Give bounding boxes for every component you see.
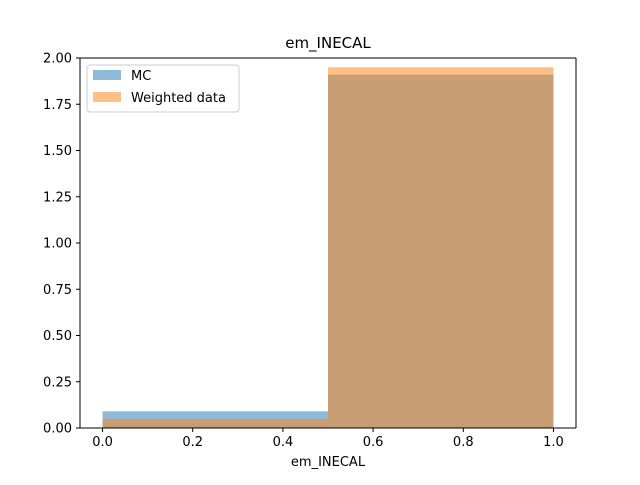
legend-label-mc: MC [131,69,151,84]
x-tick-label: 0.6 [363,435,384,450]
x-tick-label: 0.8 [453,435,474,450]
bars-layer [102,67,554,429]
legend-box [86,64,240,113]
x-axis-ticks: 0.0 0.2 0.4 0.6 0.8 1.0 [92,428,564,450]
y-tick-label: 1.00 [43,237,72,252]
y-tick-label: 1.50 [43,144,72,159]
y-tick-label: 2.00 [43,52,72,67]
x-tick-label: 0.2 [182,435,203,450]
y-tick-label: 0.25 [43,375,72,390]
weighted-data-bar-1 [328,67,554,428]
legend-swatch-weighted-data [93,92,121,102]
x-axis-label: em_INECAL [291,455,366,470]
y-tick-label: 1.25 [43,190,72,205]
y-tick-label: 0.75 [43,283,72,298]
legend-label-weighted-data: Weighted data [131,91,226,106]
axes-frame [79,57,577,429]
legend: MC Weighted data [86,64,240,113]
legend-swatch-mc [93,70,121,80]
x-tick-label: 0.0 [92,435,113,450]
x-tick-label: 1.0 [543,435,564,450]
chart-title: em_INECAL [285,34,371,53]
weighted-data-bar-0 [102,418,328,428]
x-tick-label: 0.4 [273,435,294,450]
y-tick-label: 1.75 [43,98,72,113]
y-axis-ticks: 0.00 0.25 0.50 0.75 1.00 1.25 1.50 1.75 2.00 [43,52,80,437]
y-tick-label: 0.50 [43,329,72,344]
y-tick-label: 0.00 [43,422,72,437]
